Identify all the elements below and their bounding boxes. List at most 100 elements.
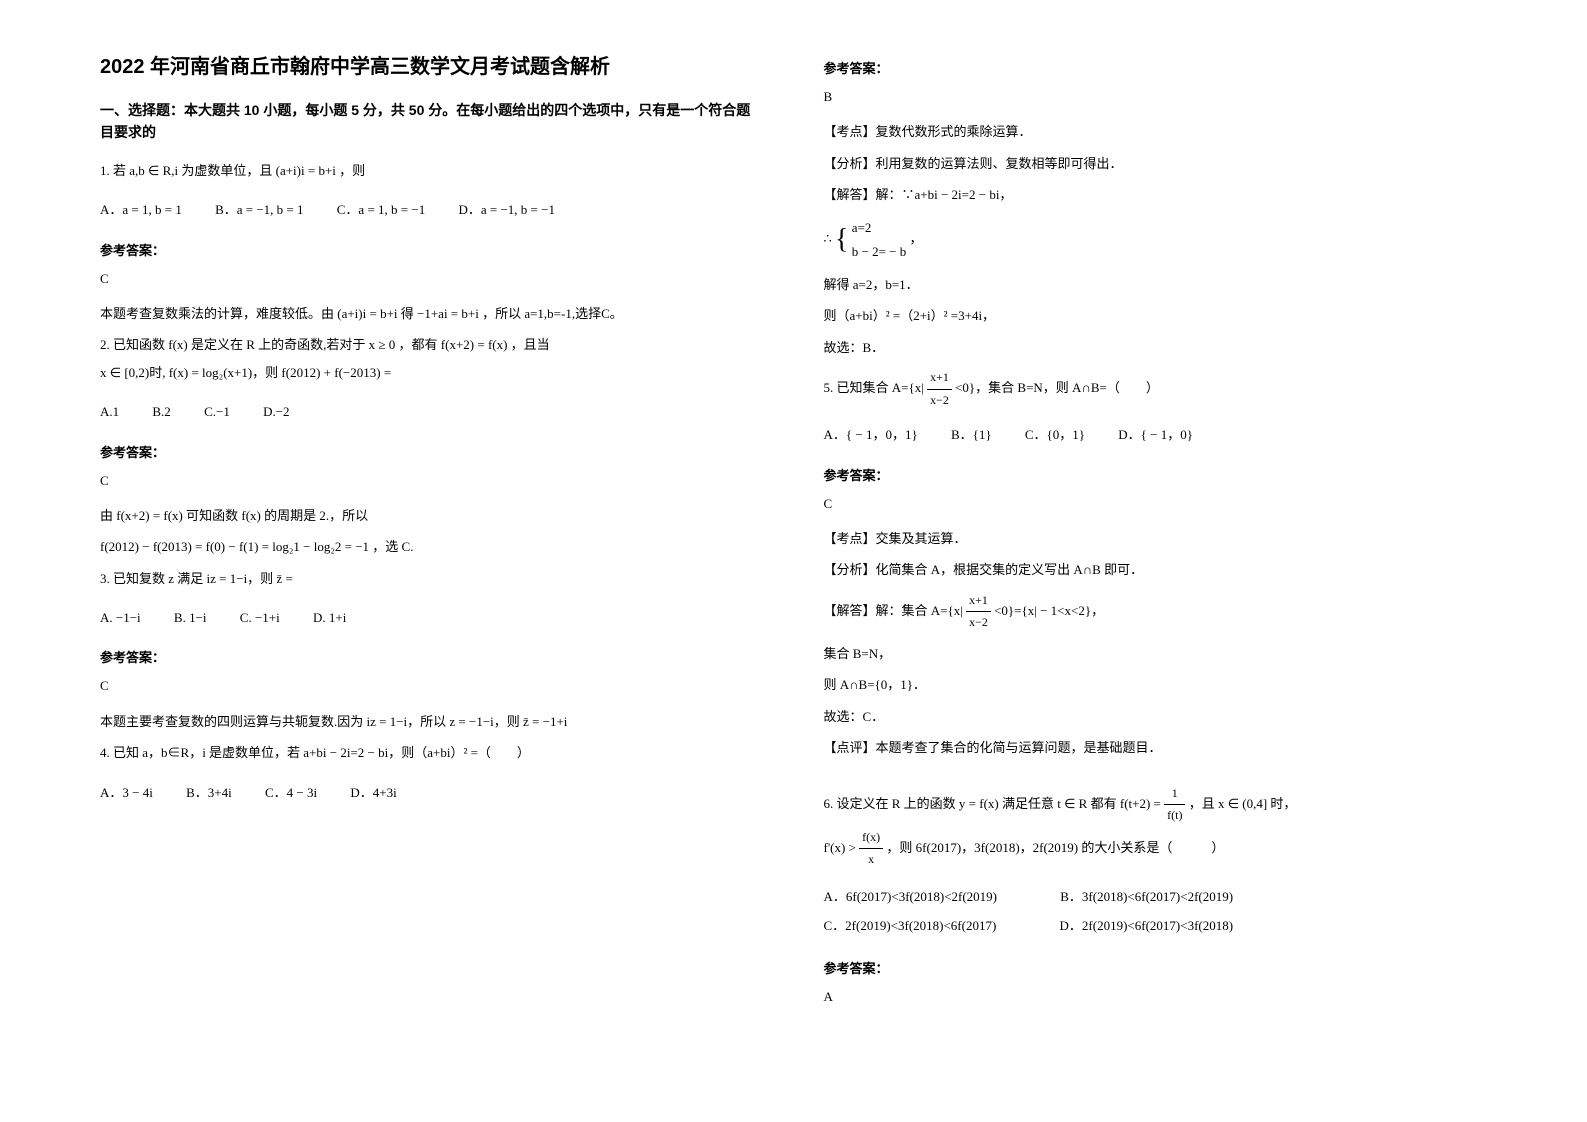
q4-solve5: 故选：B．	[824, 336, 1488, 359]
question-6: 6. 设定义在 R 上的函数 y = f(x) 满足任意 t ∈ R 都有 f(…	[824, 783, 1488, 871]
q5-solve2: 集合 B=N，	[824, 642, 1488, 665]
q6-text-pre: 6. 设定义在 R 上的函数 y = f(x) 满足任意 t ∈ R 都有	[824, 796, 1120, 811]
brace-icon: {	[835, 215, 848, 265]
q4-eq1: a=2	[852, 216, 907, 239]
q1-optD: D．a = −1, b = −1	[458, 202, 555, 217]
q4-solve1: 【解答】解：∵a+bi − 2i=2 − bi，	[824, 183, 1488, 206]
q5-optD: D．{ − 1，0}	[1118, 427, 1193, 442]
q2-explanation2: f(2012) − f(2013) = f(0) − f(1) = log₂1 …	[100, 535, 764, 558]
q5-solve-num: x+1	[966, 590, 991, 613]
q2-answer: C	[100, 469, 764, 492]
left-column: 2022 年河南省商丘市翰府中学高三数学文月考试题含解析 一、选择题：本大题共 …	[100, 50, 764, 1072]
q4-optB: B．3+4i	[186, 785, 232, 800]
q1-optA: A．a = 1, b = 1	[100, 202, 182, 217]
q5-optA: A．{ − 1，0，1}	[824, 427, 918, 442]
q5-optB: B．{1}	[951, 427, 992, 442]
q1-explanation: 本题考查复数乘法的计算，难度较低。由 (a+i)i = b+i 得 −1+ai …	[100, 302, 764, 325]
q4-optC: C．4 − 3i	[265, 785, 317, 800]
q6-answer: A	[824, 985, 1488, 1008]
q4-optA: A．3 − 4i	[100, 785, 153, 800]
q5-solve4: 故选：C．	[824, 705, 1488, 728]
q1-optB: B．a = −1, b = 1	[215, 202, 303, 217]
q3-answer-label: 参考答案：	[100, 647, 764, 666]
q6-options: A．6f(2017)<3f(2018)<2f(2019) B．3f(2018)<…	[824, 883, 1488, 940]
q6-answer-label: 参考答案：	[824, 958, 1488, 977]
q4-solve4: 则（a+bi）² =（2+i）² =3+4i，	[824, 304, 1488, 327]
q4-point: 【考点】复数代数形式的乘除运算．	[824, 120, 1488, 143]
section-header: 一、选择题：本大题共 10 小题，每小题 5 分，共 50 分。在每小题给出的四…	[100, 99, 764, 144]
q3-optC: C. −1+i	[240, 610, 280, 625]
q4-solve2-post: ，	[909, 231, 922, 246]
q6-deriv-pre: f'(x) >	[824, 840, 860, 855]
question-5: 5. 已知集合 A={x| x+1 x−2 <0}，集合 B=N，则 A∩B=（…	[824, 367, 1488, 411]
q4-answer-label: 参考答案：	[824, 58, 1488, 77]
q6-func-num: 1	[1164, 783, 1185, 806]
q5-optC: C．{0，1}	[1025, 427, 1085, 442]
q3-text: 3. 已知复数 z 满足 iz = 1−i，则 z̄ =	[100, 567, 764, 590]
right-column: 参考答案： B 【考点】复数代数形式的乘除运算． 【分析】利用复数的运算法则、复…	[824, 50, 1488, 1072]
q1-answer-label: 参考答案：	[100, 240, 764, 259]
q6-deriv-fraction: f(x) x	[859, 827, 883, 871]
q5-text-pre: 5. 已知集合 A={x|	[824, 380, 924, 395]
q3-optB: B. 1−i	[174, 610, 207, 625]
q2-optB: B.2	[152, 404, 170, 419]
q5-fraction: x+1 x−2	[927, 367, 952, 411]
q4-options: A．3 − 4i B．3+4i C．4 − 3i D．4+3i	[100, 781, 764, 804]
q3-optA: A. −1−i	[100, 610, 141, 625]
q5-analysis: 【分析】化简集合 A，根据交集的定义写出 A∩B 即可．	[824, 558, 1488, 581]
q1-answer: C	[100, 267, 764, 290]
q5-solve-fraction: x+1 x−2	[966, 590, 991, 634]
q4-solve2: ∴ { a=2 b − 2= − b ，	[824, 215, 1488, 265]
q5-text-post: <0}，集合 B=N，则 A∩B=（ ）	[955, 380, 1159, 395]
q6-optC: C．2f(2019)<3f(2018)<6f(2017)	[824, 918, 997, 933]
q4-text: 4. 已知 a，b∈R，i 是虚数单位，若 a+bi − 2i=2 − bi，则…	[100, 741, 764, 764]
q5-point: 【考点】交集及其运算．	[824, 527, 1488, 550]
q4-optD: D．4+3i	[350, 785, 396, 800]
q4-solve2-pre: ∴	[824, 231, 832, 246]
q6-func-den: f(t)	[1164, 805, 1185, 827]
q4-solve3: 解得 a=2，b=1．	[824, 273, 1488, 296]
q2-optC: C.−1	[204, 404, 230, 419]
q6-deriv-den: x	[859, 849, 883, 871]
q6-text-mid: ，且 x ∈ (0,4] 时，	[1189, 796, 1297, 811]
q3-optD: D. 1+i	[313, 610, 346, 625]
q2-options: A.1 B.2 C.−1 D.−2	[100, 400, 764, 423]
q6-optA: A．6f(2017)<3f(2018)<2f(2019)	[824, 889, 998, 904]
q6-optD: D．2f(2019)<6f(2017)<3f(2018)	[1060, 918, 1234, 933]
question-3: 3. 已知复数 z 满足 iz = 1−i，则 z̄ =	[100, 567, 764, 594]
q5-comment: 【点评】本题考查了集合的化简与运算问题，是基础题目．	[824, 736, 1488, 759]
q2-answer-label: 参考答案：	[100, 442, 764, 461]
q6-optB: B．3f(2018)<6f(2017)<2f(2019)	[1060, 889, 1233, 904]
q2-text2: x ∈ [0,2)时, f(x) = log₂(x+1)，则 f(2012) +…	[100, 361, 764, 384]
question-4: 4. 已知 a，b∈R，i 是虚数单位，若 a+bi − 2i=2 − bi，则…	[100, 741, 764, 768]
page-title: 2022 年河南省商丘市翰府中学高三数学文月考试题含解析	[100, 50, 764, 79]
q3-options: A. −1−i B. 1−i C. −1+i D. 1+i	[100, 606, 764, 629]
question-2: 2. 已知函数 f(x) 是定义在 R 上的奇函数,若对于 x ≥ 0 ，都有 …	[100, 333, 764, 388]
q2-text1: 2. 已知函数 f(x) 是定义在 R 上的奇函数,若对于 x ≥ 0 ，都有 …	[100, 333, 764, 356]
q6-func-eq-pre: f(t+2) =	[1120, 796, 1164, 811]
q3-answer: C	[100, 674, 764, 697]
q5-solve-den: x−2	[966, 612, 991, 634]
q5-solve3: 则 A∩B={0，1}．	[824, 673, 1488, 696]
q1-options: A．a = 1, b = 1 B．a = −1, b = 1 C．a = 1, …	[100, 198, 764, 221]
q5-frac-num: x+1	[927, 367, 952, 390]
q6-func-fraction: 1 f(t)	[1164, 783, 1185, 827]
q5-frac-den: x−2	[927, 390, 952, 412]
q6-deriv-num: f(x)	[859, 827, 883, 850]
q2-optA: A.1	[100, 404, 119, 419]
q1-text: 1. 若 a,b ∈ R,i 为虚数单位，且 (a+i)i = b+i ，则	[100, 159, 764, 182]
q5-answer: C	[824, 492, 1488, 515]
q4-answer: B	[824, 85, 1488, 108]
q5-answer-label: 参考答案：	[824, 465, 1488, 484]
q5-options: A．{ − 1，0，1} B．{1} C．{0，1} D．{ − 1，0}	[824, 423, 1488, 446]
q5-solve1-post: <0}={x| − 1<x<2}，	[994, 603, 1104, 618]
q5-solve1: 【解答】解：集合 A={x| x+1 x−2 <0}={x| − 1<x<2}，	[824, 590, 1488, 634]
question-1: 1. 若 a,b ∈ R,i 为虚数单位，且 (a+i)i = b+i ，则	[100, 159, 764, 186]
q1-optC: C．a = 1, b = −1	[337, 202, 425, 217]
q3-explanation: 本题主要考查复数的四则运算与共轭复数.因为 iz = 1−i，所以 z = −1…	[100, 710, 764, 733]
q4-analysis: 【分析】利用复数的运算法则、复数相等即可得出．	[824, 152, 1488, 175]
q6-text-post: ，则 6f(2017)，3f(2018)，2f(2019) 的大小关系是（ ）	[886, 840, 1224, 855]
q5-solve1-pre: 【解答】解：集合 A={x|	[824, 603, 963, 618]
q2-explanation1: 由 f(x+2) = f(x) 可知函数 f(x) 的周期是 2.，所以	[100, 504, 764, 527]
q4-eq2: b − 2= − b	[852, 240, 907, 263]
